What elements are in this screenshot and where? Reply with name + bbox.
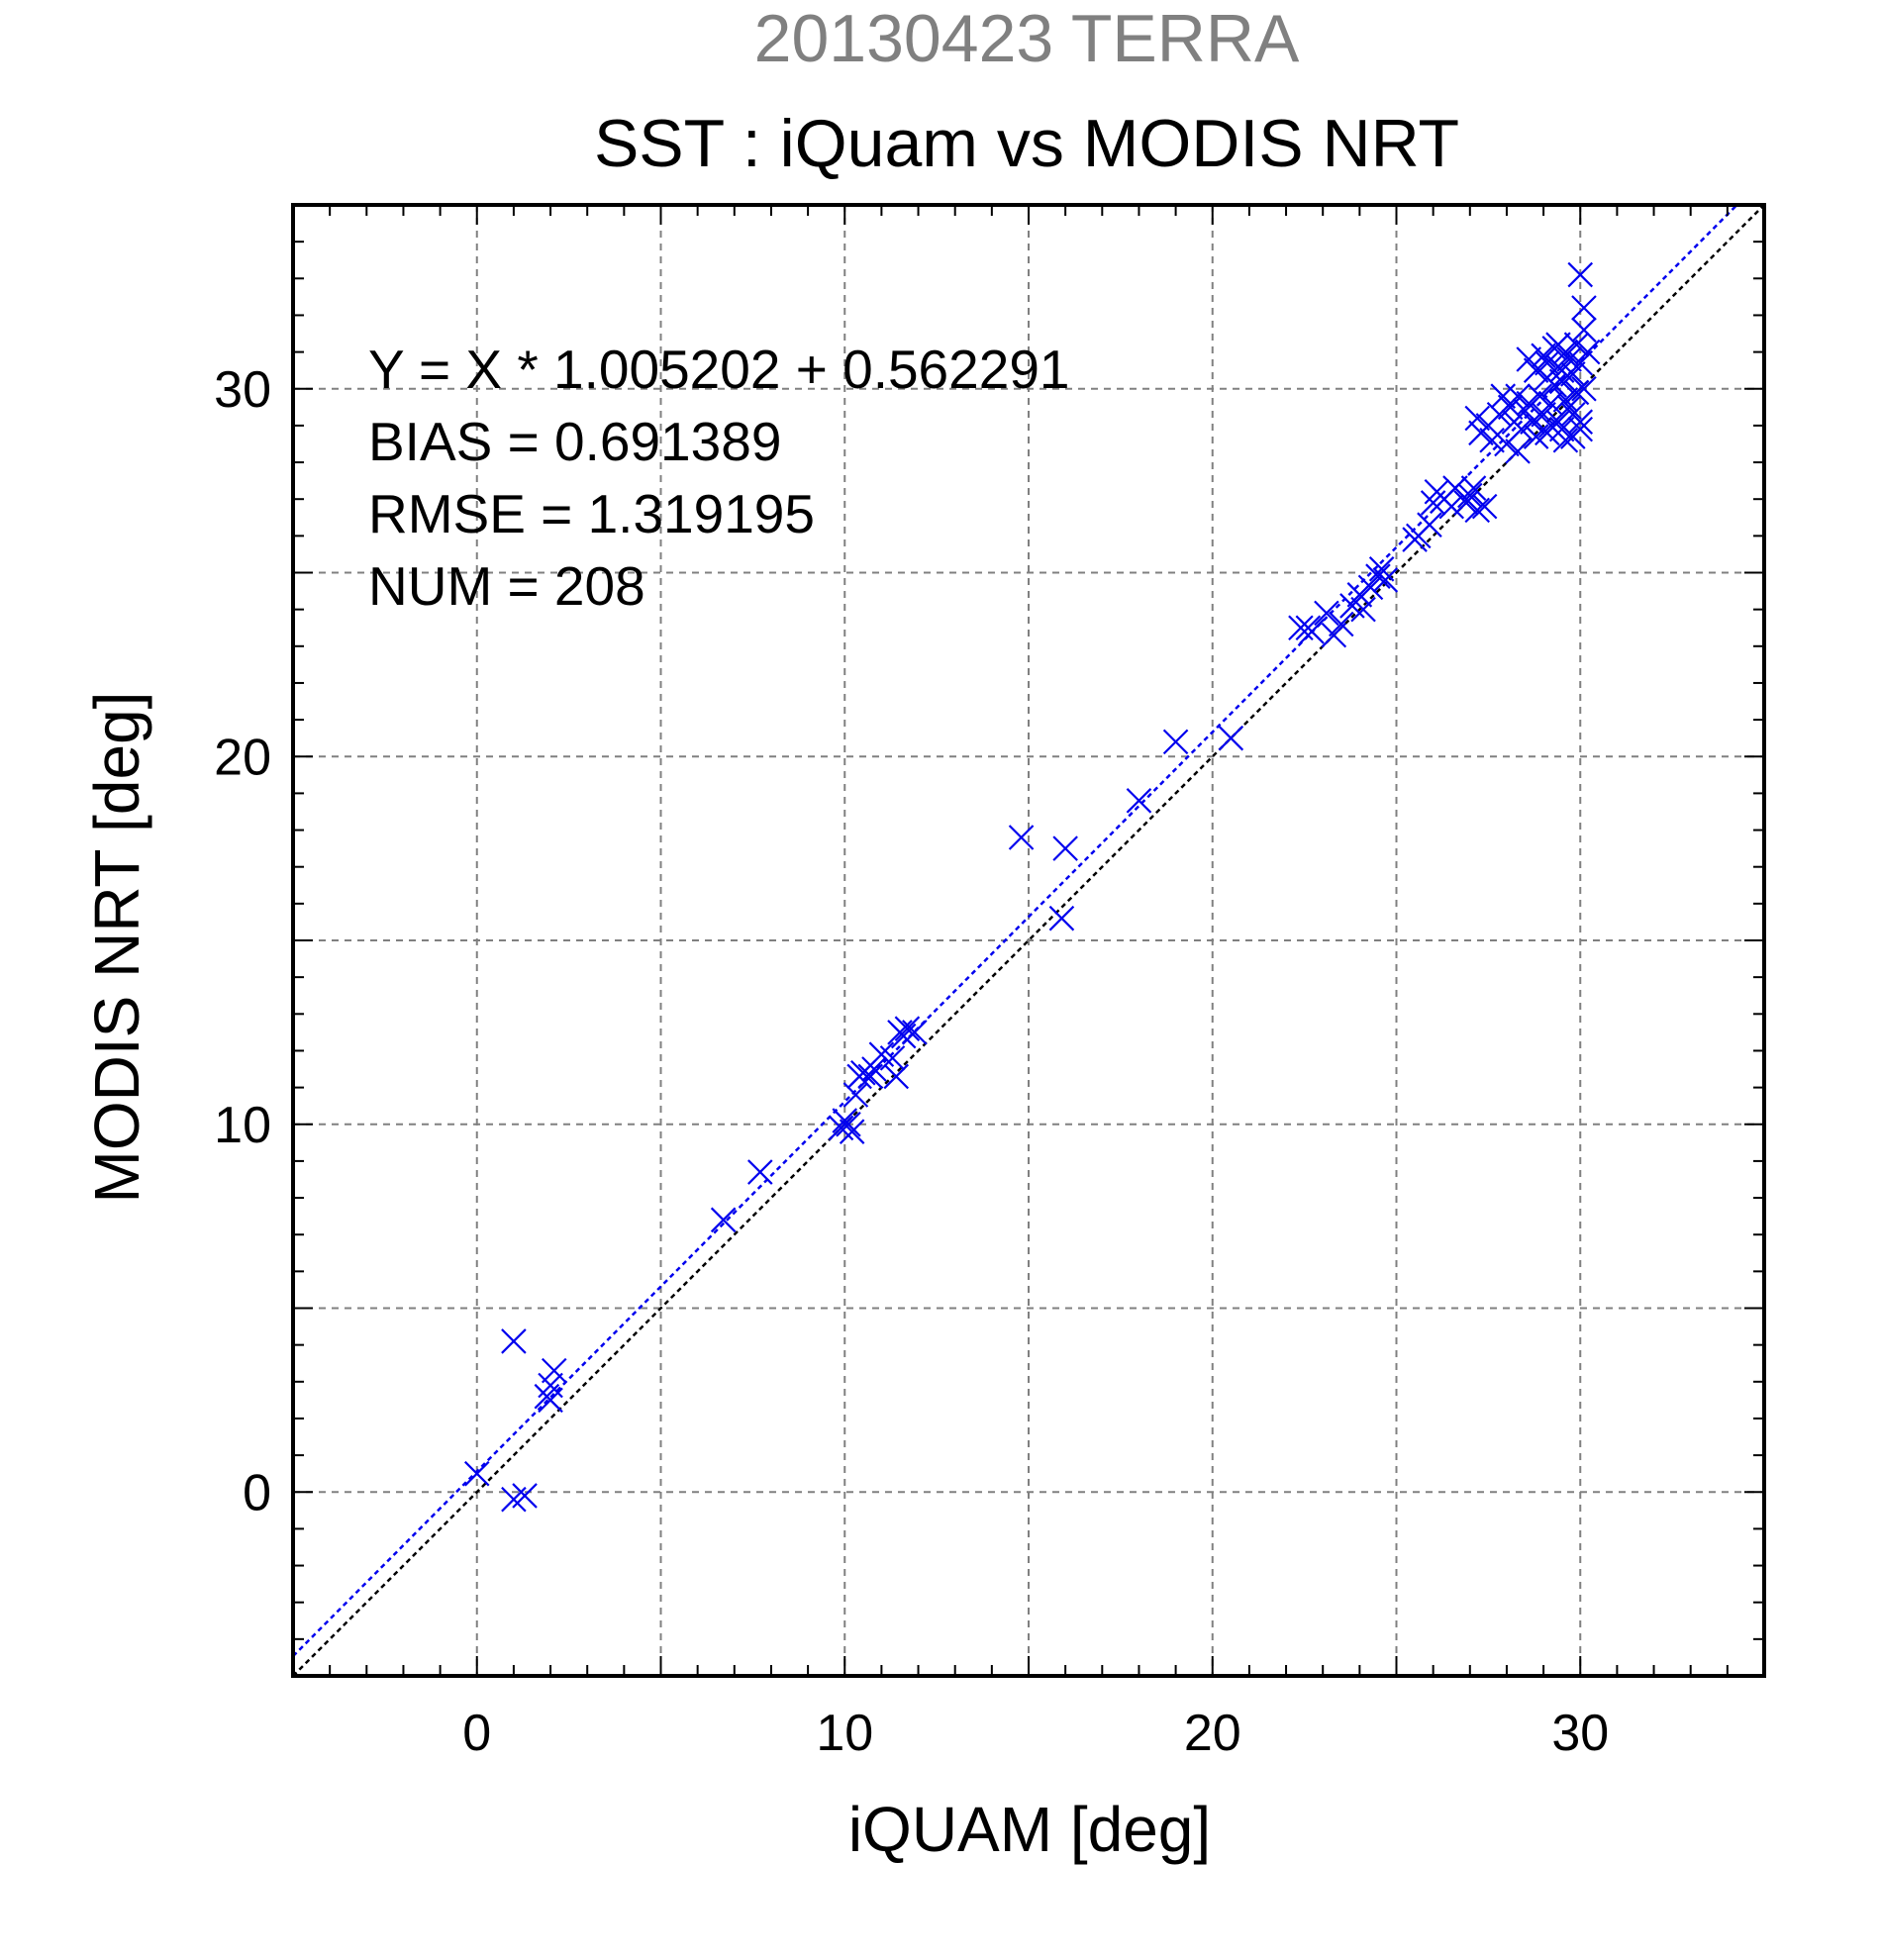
data-point xyxy=(1552,427,1579,453)
data-point xyxy=(1314,600,1339,627)
data-point xyxy=(1008,825,1035,850)
data-point xyxy=(1464,405,1491,432)
data-point xyxy=(1548,357,1575,383)
data-point xyxy=(1329,611,1354,637)
x-tick-label: 0 xyxy=(462,1705,491,1762)
data-point xyxy=(1350,596,1376,623)
data-point xyxy=(1162,729,1189,755)
y-tick-label: 10 xyxy=(214,1097,271,1154)
data-point xyxy=(1560,401,1586,428)
reference-lines xyxy=(292,204,1765,1677)
data-point xyxy=(1365,563,1391,589)
data-point xyxy=(1052,835,1078,861)
data-point xyxy=(1505,439,1531,464)
data-point xyxy=(836,1111,861,1137)
rmse-value: RMSE = 1.319195 xyxy=(368,483,815,544)
data-point xyxy=(1505,383,1531,409)
data-point xyxy=(1321,622,1347,648)
data-point xyxy=(1534,349,1560,376)
regression-equation: Y = X * 1.005202 + 0.562291 xyxy=(368,339,1070,400)
data-point xyxy=(894,1016,921,1041)
y-axis-label: MODIS NRT [deg] xyxy=(81,692,152,1204)
data-point xyxy=(501,1328,527,1354)
y-tick-label: 30 xyxy=(214,361,271,419)
data-point xyxy=(1571,317,1597,343)
data-point xyxy=(1516,346,1542,372)
data-point xyxy=(1442,475,1468,501)
x-tick-label: 10 xyxy=(816,1705,873,1762)
data-point xyxy=(1563,379,1590,406)
data-point xyxy=(1497,394,1524,421)
data-point xyxy=(1357,574,1384,601)
data-point xyxy=(1567,416,1594,442)
data-point xyxy=(710,1207,737,1233)
data-point xyxy=(1464,497,1491,524)
x-tick-label: 30 xyxy=(1551,1705,1609,1762)
data-point xyxy=(883,1063,910,1090)
data-point xyxy=(1372,567,1399,593)
bias-value: BIAS = 0.691389 xyxy=(368,411,781,472)
data-point xyxy=(1574,339,1601,365)
data-point xyxy=(538,1387,563,1414)
data-point xyxy=(1523,357,1549,383)
data-point xyxy=(1126,788,1152,814)
data-point xyxy=(1537,390,1564,417)
data-point xyxy=(902,1020,928,1045)
data-point xyxy=(1571,375,1597,402)
data-point xyxy=(839,1119,865,1144)
data-point xyxy=(1552,387,1579,413)
data-point xyxy=(541,1357,567,1384)
data-point xyxy=(857,1063,884,1090)
x-axis-label: iQUAM [deg] xyxy=(848,1794,1211,1865)
tick-labels: 0 0 10 10 20 20 30 30 xyxy=(214,361,1609,1762)
regression-fit-line xyxy=(292,204,1738,1657)
y-tick-label: 20 xyxy=(214,729,271,786)
data-point xyxy=(1471,493,1498,520)
data-point xyxy=(1567,349,1594,376)
chart-title: SST : iQuam vs MODIS NRT xyxy=(594,106,1459,181)
data-point xyxy=(861,1056,887,1082)
statistics-annotations: Y = X * 1.005202 + 0.562291 BIAS = 0.691… xyxy=(368,339,1070,617)
data-point xyxy=(747,1159,773,1185)
data-point xyxy=(463,1460,490,1487)
data-point xyxy=(1457,482,1483,509)
data-point xyxy=(1531,343,1556,369)
grid-lines xyxy=(293,205,1764,1676)
data-point xyxy=(1479,427,1505,453)
chart-supertitle: 20130423 TERRA xyxy=(754,1,1300,76)
data-point xyxy=(1218,725,1244,751)
data-point xyxy=(512,1483,538,1509)
x-tick-label: 20 xyxy=(1184,1705,1241,1762)
data-point xyxy=(1417,512,1442,538)
sample-count: NUM = 208 xyxy=(368,555,645,617)
data-points xyxy=(463,261,1601,1513)
data-point xyxy=(1571,295,1597,321)
data-point xyxy=(1545,332,1571,357)
y-tick-label: 0 xyxy=(243,1464,271,1521)
data-point xyxy=(1460,475,1487,501)
data-point xyxy=(1299,619,1325,644)
data-point xyxy=(842,1082,869,1108)
data-point xyxy=(1567,261,1594,288)
data-point xyxy=(1516,390,1542,417)
data-point xyxy=(1048,905,1075,931)
axis-ticks xyxy=(293,205,1764,1676)
